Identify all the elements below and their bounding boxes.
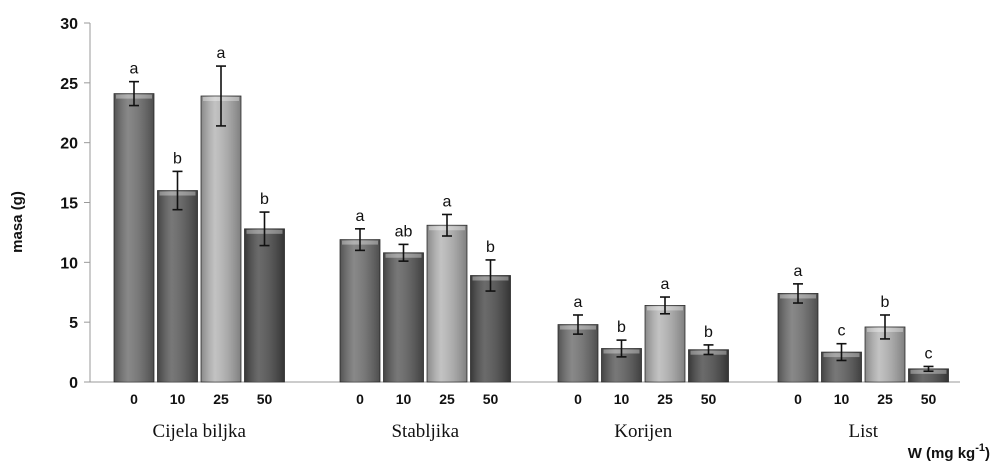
y-tick-label: 10 <box>60 255 78 272</box>
bar: a 25 <box>644 276 686 407</box>
significance-letter: b <box>173 150 182 167</box>
error-bar <box>259 211 270 247</box>
significance-letter: b <box>704 324 713 341</box>
x-tick-label: 0 <box>794 391 802 407</box>
significance-letter: c <box>925 345 933 362</box>
bar: b 50 <box>244 191 285 407</box>
significance-letter: a <box>356 208 365 225</box>
error-bar <box>703 344 714 356</box>
error-bar <box>836 342 847 362</box>
significance-letter: b <box>617 319 626 336</box>
bar: b 25 <box>864 294 906 407</box>
bar-shading <box>470 275 511 382</box>
bar-shading <box>340 239 380 382</box>
bar: ab 10 <box>383 223 424 407</box>
y-tick-label: 30 <box>60 16 78 33</box>
x-tick-label: 50 <box>701 391 717 407</box>
error-bar <box>172 170 183 211</box>
bar: a 25 <box>200 45 242 407</box>
significance-letter: b <box>260 191 269 208</box>
x-tick-label: 50 <box>257 391 273 407</box>
y-tick-label: 15 <box>60 196 78 213</box>
y-tick-label: 25 <box>60 76 78 93</box>
x-tick-label: 10 <box>834 391 850 407</box>
bar: a0 <box>339 208 381 407</box>
bar: b 10 <box>601 319 642 407</box>
error-bar <box>616 339 627 358</box>
error-bar <box>923 365 934 373</box>
significance-letter: a <box>661 276 670 293</box>
x-tick-label: 10 <box>170 391 186 407</box>
bar: a0 <box>557 294 599 407</box>
error-bar <box>129 80 139 107</box>
y-tick-label: 0 <box>69 375 78 392</box>
bar-shading <box>244 228 285 382</box>
bar: a0 <box>777 263 819 407</box>
group-label: Stabljika <box>391 421 459 442</box>
significance-letter: b <box>486 239 495 256</box>
significance-letter: a <box>574 294 583 311</box>
x-tick-label: 25 <box>439 391 455 407</box>
error-bar <box>660 296 670 315</box>
significance-letter: a <box>217 45 226 62</box>
bar-shading <box>157 190 198 382</box>
bar: b 10 <box>157 150 198 407</box>
error-bar <box>398 243 409 262</box>
bar: b 50 <box>470 239 511 407</box>
error-bar <box>485 259 496 292</box>
error-bar <box>793 283 803 304</box>
bar-shading <box>114 93 154 382</box>
bar-shading <box>908 368 949 382</box>
group-label: Korijen <box>614 421 673 442</box>
x-tick-label: 50 <box>483 391 499 407</box>
y-axis: 0 5 10 15 20 25 30 <box>60 16 91 392</box>
bar: c 50 <box>908 345 949 407</box>
x-tick-label: 25 <box>657 391 673 407</box>
bar-shading <box>778 293 818 382</box>
x-tick-label: 0 <box>130 391 138 407</box>
significance-letter: ab <box>395 223 413 240</box>
error-bar <box>355 228 365 252</box>
y-tick-label: 20 <box>60 136 78 153</box>
significance-letter: a <box>130 61 139 78</box>
significance-letter: a <box>443 193 452 210</box>
x-tick-label: 0 <box>356 391 364 407</box>
x-tick-label: 10 <box>614 391 630 407</box>
bar-shading <box>427 225 467 382</box>
bar: b 50 <box>688 324 729 407</box>
bar-shading <box>201 95 241 382</box>
group-label: Cijela biljka <box>153 421 247 442</box>
error-bar <box>216 65 226 127</box>
x-tick-label: 10 <box>396 391 412 407</box>
significance-letter: b <box>881 294 890 311</box>
x-tick-label: 25 <box>213 391 229 407</box>
y-axis-title: masa (g) <box>9 191 26 253</box>
bar: a0 <box>113 61 155 407</box>
group-label: List <box>848 421 878 442</box>
x-axis-title: W (mg kg-1) <box>908 442 990 462</box>
x-tick-label: 50 <box>921 391 937 407</box>
bar: a 25 <box>426 193 468 407</box>
x-tick-label: 25 <box>877 391 893 407</box>
x-tick-label: 0 <box>574 391 582 407</box>
error-bar <box>442 213 452 237</box>
significance-letter: c <box>838 323 846 340</box>
significance-letter: a <box>794 263 803 280</box>
y-tick-label: 5 <box>69 315 78 332</box>
bar-shading <box>645 305 685 382</box>
bar: c 10 <box>821 323 862 407</box>
bar-shading <box>383 252 424 382</box>
error-bar <box>573 314 583 335</box>
error-bar <box>880 314 890 340</box>
